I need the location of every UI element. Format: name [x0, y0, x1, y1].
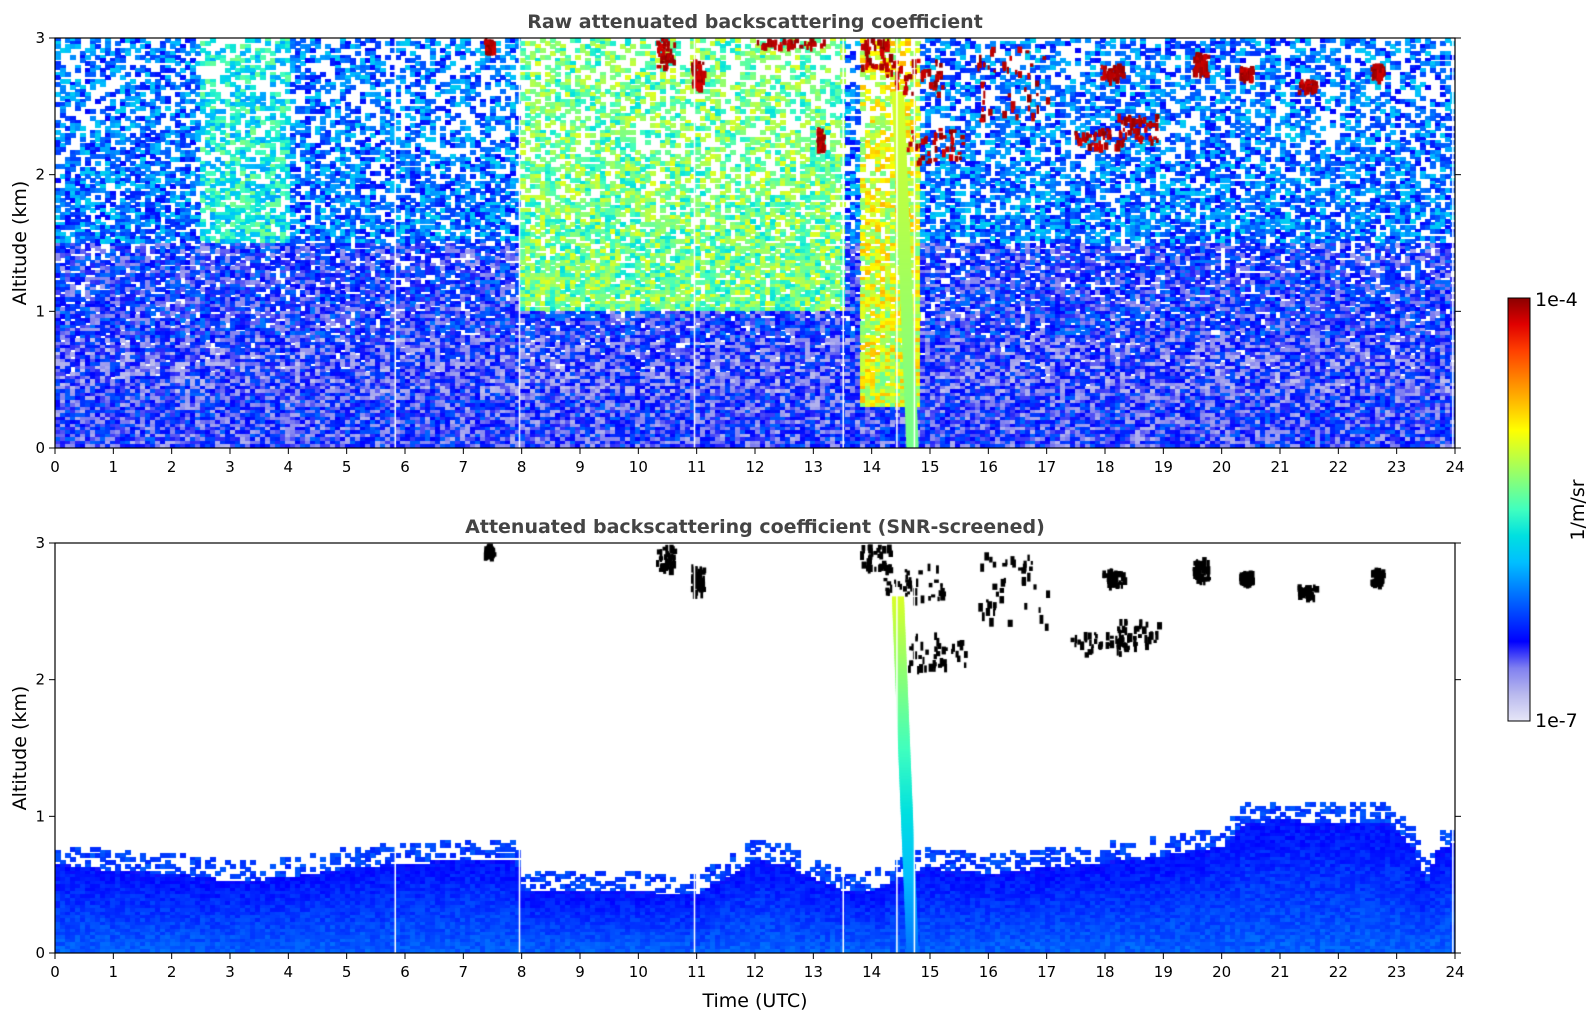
bottom-y-axis-label: Altitude (km)	[9, 686, 31, 811]
x-tick-label: 18	[1095, 458, 1114, 476]
x-tick-label: 6	[400, 458, 410, 476]
x-tick-label: 13	[804, 458, 823, 476]
x-tick-label: 9	[575, 458, 585, 476]
x-tick-label: 23	[1387, 458, 1406, 476]
colorbar-max-label: 1e-4	[1535, 289, 1578, 311]
x-tick-label: 16	[979, 458, 998, 476]
y-tick-label: 3	[35, 534, 45, 552]
x-tick-label: 4	[284, 963, 294, 981]
x-tick-label: 3	[225, 458, 235, 476]
x-tick-label: 17	[1037, 458, 1056, 476]
colorbar-unit-label: 1/m/sr	[1567, 479, 1589, 540]
x-tick-label: 22	[1329, 963, 1348, 981]
bottom-y-ticks: 0 1 2 3	[35, 534, 1461, 962]
x-tick-label: 12	[745, 458, 764, 476]
bottom-chart-panel: Attenuated backscattering coefficient (S…	[9, 516, 1465, 1012]
x-tick-label: 21	[1270, 458, 1289, 476]
x-axis-label: Time (UTC)	[701, 990, 807, 1012]
x-tick-label: 1	[109, 458, 119, 476]
bottom-x-ticks: 0 1 2 3 4 5 6 7 8 9 10 11 12 13 14 15 16 17 18 19 20 21 22 23 24	[50, 953, 1465, 981]
x-tick-label: 12	[745, 963, 764, 981]
y-tick-label: 2	[35, 166, 45, 184]
x-tick-label: 9	[575, 963, 585, 981]
y-tick-label: 1	[35, 302, 45, 320]
x-tick-label: 14	[862, 963, 881, 981]
x-tick-label: 4	[284, 458, 294, 476]
y-tick-label: 2	[35, 671, 45, 689]
x-tick-label: 5	[342, 458, 352, 476]
x-tick-label: 2	[167, 963, 177, 981]
x-tick-label: 11	[687, 458, 706, 476]
x-tick-label: 7	[459, 458, 469, 476]
colorbar-gradient	[1507, 297, 1531, 722]
x-tick-label: 11	[687, 963, 706, 981]
top-heatmap-raster	[55, 38, 1455, 448]
y-tick-label: 0	[35, 944, 45, 962]
x-tick-label: 1	[109, 963, 119, 981]
x-tick-label: 20	[1212, 963, 1231, 981]
x-tick-label: 0	[50, 458, 60, 476]
bottom-heatmap-image	[55, 543, 1455, 953]
x-tick-label: 18	[1095, 963, 1114, 981]
x-tick-label: 8	[517, 458, 527, 476]
x-tick-label: 10	[629, 458, 648, 476]
x-tick-label: 23	[1387, 963, 1406, 981]
top-y-ticks: 0 1 2 3	[35, 29, 1461, 457]
x-tick-label: 19	[1154, 458, 1173, 476]
y-tick-label: 1	[35, 807, 45, 825]
x-tick-label: 6	[400, 963, 410, 981]
x-tick-label: 10	[629, 963, 648, 981]
x-tick-label: 20	[1212, 458, 1231, 476]
top-chart-panel: Raw attenuated backscattering coefficien…	[9, 11, 1465, 476]
x-tick-label: 2	[167, 458, 177, 476]
top-chart-title: Raw attenuated backscattering coefficien…	[527, 11, 983, 33]
x-tick-label: 21	[1270, 963, 1289, 981]
x-tick-label: 0	[50, 963, 60, 981]
x-tick-label: 17	[1037, 963, 1056, 981]
x-tick-label: 3	[225, 963, 235, 981]
top-x-ticks: 0 1 2 3 4 5 6 7 8 9 10 11 12 13 14 15 16 17 18 19 20 21 22 23 24	[50, 448, 1465, 476]
colorbar-min-label: 1e-7	[1535, 710, 1578, 732]
x-tick-label: 15	[920, 458, 939, 476]
x-tick-label: 19	[1154, 963, 1173, 981]
x-tick-label: 22	[1329, 458, 1348, 476]
bottom-chart-title: Attenuated backscattering coefficient (S…	[465, 516, 1045, 538]
top-y-axis-label: Altitude (km)	[9, 181, 31, 306]
x-tick-label: 8	[517, 963, 527, 981]
x-tick-label: 15	[920, 963, 939, 981]
x-tick-label: 13	[804, 963, 823, 981]
x-tick-label: 24	[1445, 963, 1464, 981]
x-tick-label: 14	[862, 458, 881, 476]
colorbar: 1e-4 1e-7 1/m/sr	[1507, 289, 1589, 732]
x-tick-label: 16	[979, 963, 998, 981]
top-heatmap-image	[55, 38, 1455, 448]
y-tick-label: 0	[35, 439, 45, 457]
x-tick-label: 7	[459, 963, 469, 981]
y-tick-label: 3	[35, 29, 45, 47]
bottom-heatmap-raster	[55, 543, 1455, 953]
x-tick-label: 5	[342, 963, 352, 981]
x-tick-label: 24	[1445, 458, 1464, 476]
